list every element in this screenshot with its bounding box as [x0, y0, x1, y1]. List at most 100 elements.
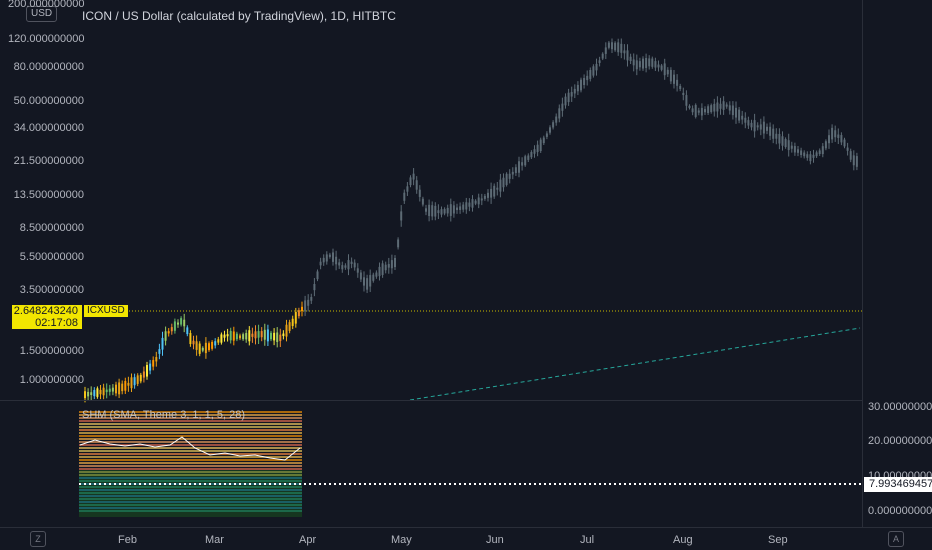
- candle: [136, 375, 139, 384]
- candle: [133, 377, 136, 386]
- symbol-tag: ICXUSD: [84, 305, 128, 317]
- candle: [310, 296, 313, 301]
- candle: [564, 96, 567, 106]
- candle: [477, 197, 480, 205]
- indicator-title[interactable]: SHM (SMA, Theme 3, 1, 1, 5, 28): [82, 409, 246, 421]
- month-label: Mar: [205, 534, 224, 546]
- candle: [102, 387, 105, 396]
- candle: [753, 120, 756, 132]
- candle: [846, 147, 849, 151]
- candle: [452, 205, 455, 214]
- candle: [806, 154, 809, 158]
- candle: [480, 198, 483, 201]
- candle: [490, 188, 493, 198]
- candle: [347, 260, 350, 270]
- candle: [288, 322, 291, 331]
- candle: [645, 58, 648, 68]
- candle: [152, 360, 155, 367]
- candle: [217, 339, 220, 343]
- candle: [840, 135, 843, 143]
- candle: [697, 110, 700, 113]
- time-axis-border: [0, 527, 932, 528]
- candle: [502, 177, 505, 188]
- candle: [158, 349, 161, 354]
- candle: [750, 122, 753, 128]
- candle: [111, 387, 114, 392]
- candle: [146, 365, 148, 377]
- currency-badge[interactable]: USD: [26, 6, 58, 22]
- candle: [245, 333, 248, 340]
- candle: [359, 272, 362, 280]
- candle: [831, 127, 834, 140]
- candle: [421, 198, 424, 205]
- candle: [778, 133, 781, 144]
- candle: [304, 300, 307, 312]
- candle: [84, 391, 86, 399]
- candle: [363, 277, 365, 286]
- candle: [127, 382, 130, 386]
- candle: [700, 107, 703, 116]
- candle: [459, 206, 462, 210]
- candle: [409, 177, 412, 186]
- candle: [620, 43, 623, 53]
- candle: [508, 173, 511, 179]
- candle: [573, 88, 576, 94]
- candle: [710, 105, 713, 113]
- candle: [654, 61, 657, 68]
- candle: [434, 205, 437, 217]
- candle: [164, 331, 167, 341]
- candle: [747, 120, 750, 126]
- candle: [356, 268, 359, 273]
- candle: [741, 115, 744, 120]
- candle: [533, 149, 536, 154]
- candle: [180, 318, 183, 325]
- month-label: Aug: [673, 534, 693, 546]
- candle: [375, 272, 378, 277]
- candle: [440, 209, 443, 215]
- bar-countdown: 02:17:08: [35, 317, 78, 329]
- candle: [685, 95, 688, 106]
- auto-scale-button[interactable]: A: [888, 531, 904, 547]
- candle: [601, 53, 604, 59]
- candle: [319, 261, 322, 266]
- timezone-button[interactable]: Z: [30, 531, 46, 547]
- price-chart[interactable]: [0, 0, 862, 527]
- candle: [220, 334, 223, 343]
- candle: [691, 108, 694, 113]
- candle: [273, 332, 276, 341]
- candle: [518, 161, 520, 173]
- candle: [468, 202, 471, 207]
- candle: [586, 75, 589, 81]
- candle: [170, 327, 173, 332]
- candle: [837, 134, 840, 138]
- candle: [514, 167, 517, 173]
- candle: [96, 388, 99, 397]
- candle: [483, 195, 486, 199]
- candle: [657, 64, 660, 68]
- price-axis-border: [862, 0, 863, 527]
- pane-separator[interactable]: [0, 400, 862, 401]
- candle: [437, 210, 440, 214]
- candle: [254, 331, 257, 339]
- candle: [843, 139, 846, 147]
- indicator-tick: 30.000000000: [868, 401, 932, 413]
- candle: [629, 56, 632, 62]
- candle: [539, 139, 542, 152]
- candle: [369, 275, 372, 287]
- candle: [276, 332, 279, 342]
- candle: [235, 333, 238, 340]
- candle: [496, 187, 499, 190]
- indicator-fill: [79, 470, 302, 517]
- candle: [487, 192, 489, 198]
- candle: [226, 334, 229, 337]
- candle: [366, 278, 369, 290]
- candle: [201, 347, 204, 351]
- candle: [307, 299, 310, 306]
- candle: [530, 151, 533, 158]
- candle: [431, 205, 434, 217]
- candle: [762, 121, 765, 134]
- candle: [378, 266, 381, 277]
- candle: [313, 283, 316, 291]
- candle: [614, 42, 617, 51]
- candle: [260, 331, 263, 338]
